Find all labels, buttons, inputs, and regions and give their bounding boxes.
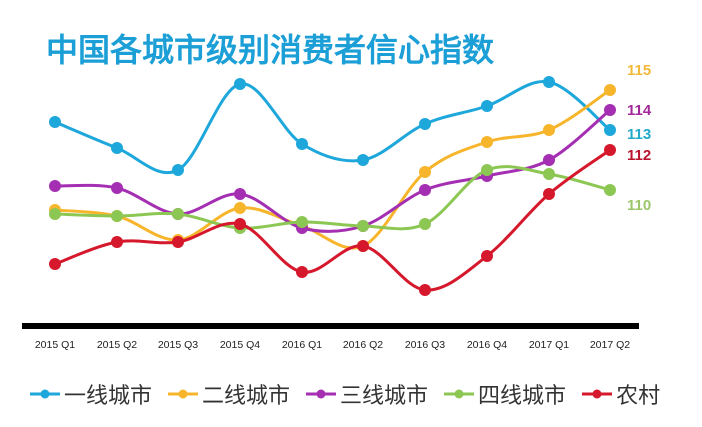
legend-marker-icon: [168, 389, 199, 399]
series-line-4: [54, 148, 611, 292]
data-point: [604, 104, 616, 116]
data-point: [357, 220, 369, 232]
data-point: [419, 184, 431, 196]
data-point: [419, 284, 431, 296]
data-point: [543, 188, 555, 200]
x-axis-line: [22, 323, 639, 329]
data-point: [296, 216, 308, 228]
legend-item: 二线城市: [166, 378, 290, 410]
legend-item: 一线城市: [28, 378, 152, 410]
data-point: [111, 142, 123, 154]
data-point: [419, 166, 431, 178]
end-value-label: 113: [627, 126, 651, 143]
legend-item: 三线城市: [304, 378, 428, 410]
x-tick-label: 2016 Q1: [282, 339, 322, 351]
legend-label: 三线城市: [340, 384, 429, 409]
series-line-0: [54, 80, 611, 174]
x-tick-label: 2015 Q1: [35, 339, 75, 351]
data-point: [172, 164, 184, 176]
legend-item: 农村: [580, 378, 660, 410]
data-point: [111, 182, 123, 194]
data-point: [296, 138, 308, 150]
legend-marker-icon: [444, 389, 475, 399]
legend-label: 一线城市: [64, 384, 153, 409]
legend-label: 农村: [616, 384, 661, 409]
data-point: [234, 188, 246, 200]
data-point: [543, 76, 555, 88]
data-point: [481, 164, 493, 176]
legend: 一线城市 二线城市 三线城市 四线城市 农村: [28, 378, 660, 410]
x-tick-label: 2017 Q2: [590, 339, 630, 351]
data-point: [357, 154, 369, 166]
end-value-label: 110: [627, 197, 651, 214]
data-point: [604, 184, 616, 196]
data-point: [543, 168, 555, 180]
x-tick-label: 2017 Q1: [529, 339, 569, 351]
data-point: [604, 124, 616, 136]
data-point: [481, 250, 493, 262]
data-point: [481, 136, 493, 148]
data-point: [49, 208, 61, 220]
data-point: [481, 100, 493, 112]
legend-item: 四线城市: [442, 378, 566, 410]
data-point: [357, 240, 369, 252]
legend-marker-icon: [582, 389, 613, 399]
data-point: [543, 154, 555, 166]
data-point: [49, 258, 61, 270]
x-tick-label: 2015 Q4: [220, 339, 260, 351]
data-point: [604, 84, 616, 96]
data-point: [543, 124, 555, 136]
x-tick-label: 2015 Q3: [158, 339, 198, 351]
data-point: [111, 210, 123, 222]
data-point: [234, 218, 246, 230]
legend-label: 四线城市: [478, 384, 567, 409]
data-point: [49, 180, 61, 192]
legend-marker-icon: [306, 389, 337, 399]
data-point: [604, 144, 616, 156]
series-line-1: [54, 88, 611, 250]
chart-title: 中国各城市级别消费者信心指数: [46, 31, 495, 69]
x-tick-label: 2016 Q2: [343, 339, 383, 351]
data-point: [419, 218, 431, 230]
data-point: [234, 78, 246, 90]
x-tick-label: 2016 Q3: [405, 339, 445, 351]
data-point: [234, 202, 246, 214]
legend-label: 二线城市: [202, 384, 291, 409]
series-line-2: [54, 108, 611, 233]
x-tick-label: 2016 Q4: [467, 339, 507, 351]
end-value-label: 115: [627, 62, 651, 79]
data-point: [49, 116, 61, 128]
data-point: [419, 118, 431, 130]
end-value-label: 114: [627, 102, 652, 119]
data-point: [172, 208, 184, 220]
legend-marker-icon: [30, 389, 60, 399]
data-point: [111, 236, 123, 248]
data-point: [296, 266, 308, 278]
series-line-3: [54, 165, 611, 231]
data-point: [172, 236, 184, 248]
x-tick-label: 2015 Q2: [97, 339, 137, 351]
end-value-label: 112: [627, 147, 651, 164]
